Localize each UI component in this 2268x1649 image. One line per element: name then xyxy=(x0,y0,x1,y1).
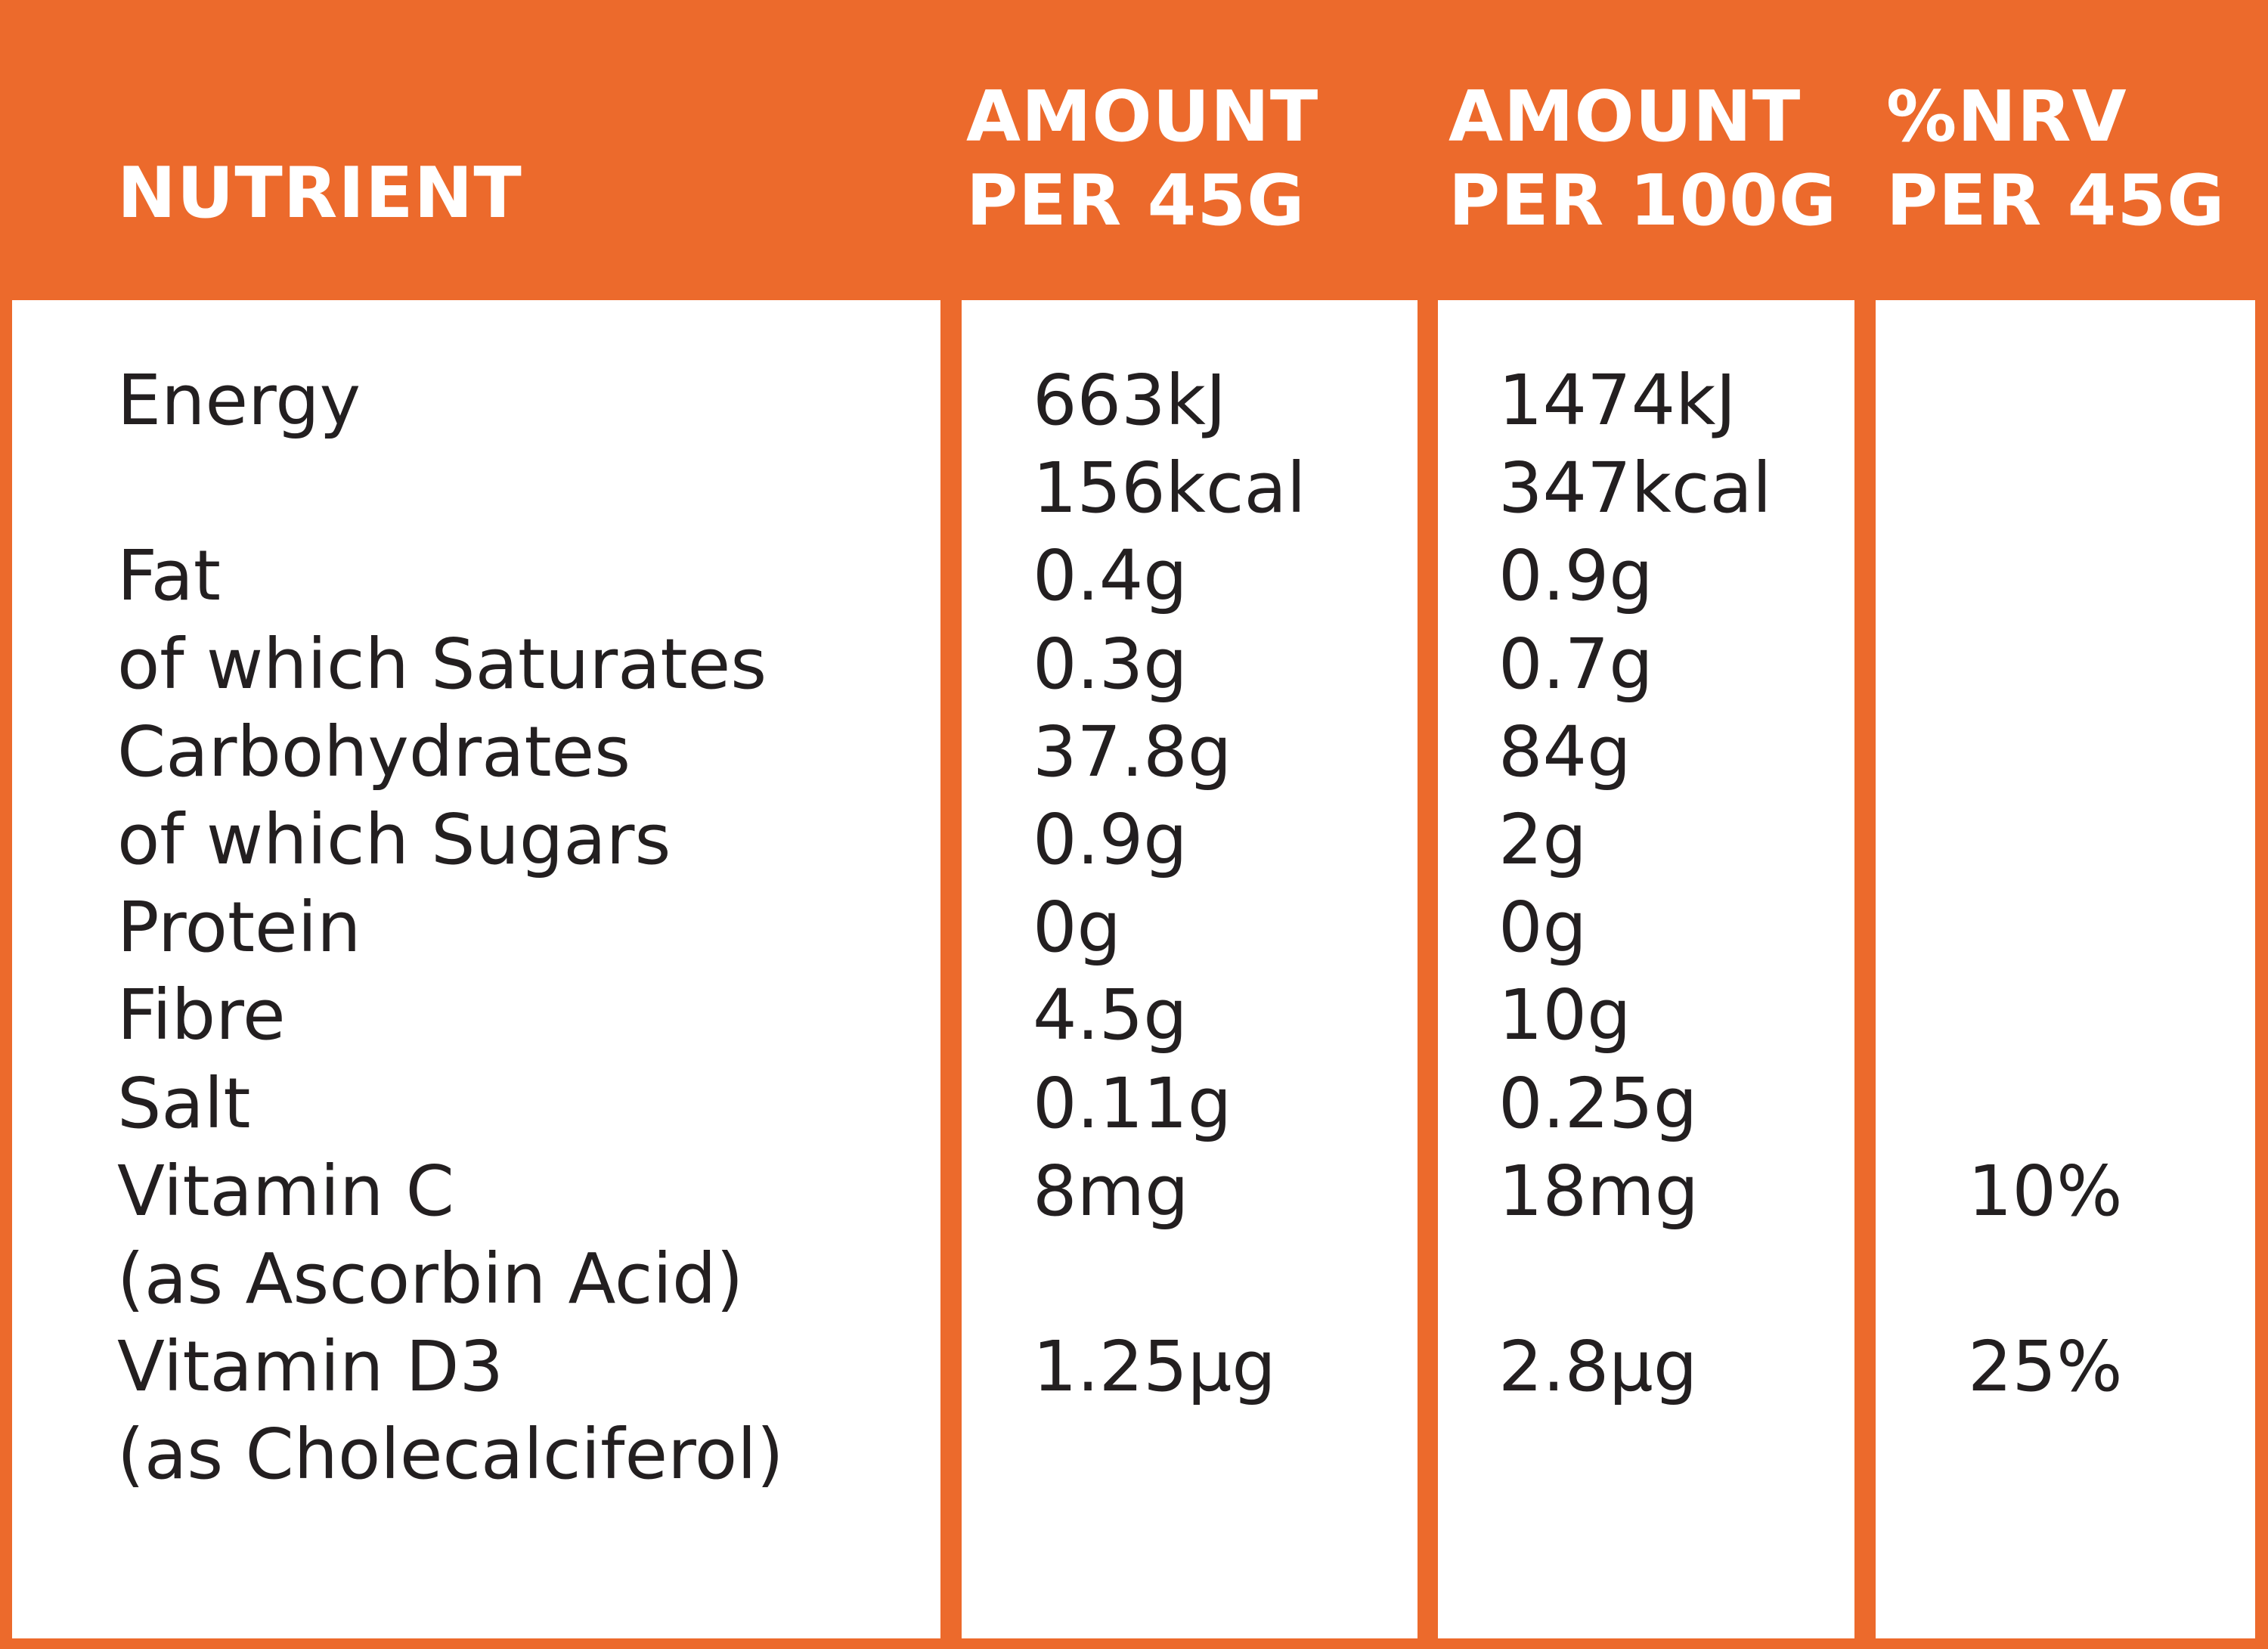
nutrient-cell: of which Saturates xyxy=(117,623,767,705)
header-nutrient-label: NUTRIENT xyxy=(117,152,522,234)
amount-per-100g-cell: 347kcal xyxy=(1498,448,1772,529)
amount-per-45g-cell: 8mg xyxy=(1033,1150,1189,1232)
amount-per-100g-cell: 2g xyxy=(1498,799,1587,880)
nutrient-cell: Fibre xyxy=(117,975,286,1056)
header-nrv-per-45g-line2: PER 45G xyxy=(1886,160,2226,241)
amount-per-45g-cell: 4.5g xyxy=(1033,975,1188,1056)
amount-per-100g-cell: 18mg xyxy=(1498,1150,1699,1232)
amount-per-100g-cell: 0.9g xyxy=(1498,535,1653,617)
amount-per-100g-cell: 84g xyxy=(1498,711,1631,792)
nutrient-cell: Fat xyxy=(117,535,221,617)
amount-per-45g-cell: 37.8g xyxy=(1033,711,1232,792)
amount-per-100g-cell: 2.8µg xyxy=(1498,1326,1698,1408)
nutrient-cell: Vitamin D3 xyxy=(117,1326,504,1408)
header-nrv-per-45g-line1: %NRV xyxy=(1886,76,2127,157)
amount-per-100g-cell: 0.25g xyxy=(1498,1062,1698,1144)
amount-per-45g-cell: 1.25µg xyxy=(1033,1326,1276,1408)
header-amount-per-45g-line2: PER 45G xyxy=(966,160,1306,241)
column-amount-per-45g xyxy=(962,300,1418,1638)
column-nrv-per-45g xyxy=(1876,300,2255,1638)
nutrient-cell: Vitamin C xyxy=(117,1150,454,1232)
nutrient-cell: Carbohydrates xyxy=(117,711,631,792)
amount-per-45g-cell: 0.4g xyxy=(1033,535,1188,617)
amount-per-100g-cell: 10g xyxy=(1498,975,1631,1056)
amount-per-100g-cell: 0g xyxy=(1498,887,1587,969)
amount-per-45g-cell: 663kJ xyxy=(1033,360,1227,441)
nrv-per-45g-cell: 10% xyxy=(1968,1150,2123,1232)
column-amount-per-100g xyxy=(1438,300,1854,1638)
header-amount-per-100g-line1: AMOUNT xyxy=(1448,76,1802,157)
column-nutrient xyxy=(12,300,940,1638)
amount-per-45g-cell: 0.9g xyxy=(1033,799,1188,880)
nutrient-cell: of which Sugars xyxy=(117,799,671,880)
amount-per-45g-cell: 0.3g xyxy=(1033,623,1188,705)
header-nrv-per-45g: %NRV PER 45G xyxy=(1886,75,2225,243)
nutrient-cell: Salt xyxy=(117,1062,251,1144)
table-header: NUTRIENT AMOUNT PER 45G AMOUNT PER 100G … xyxy=(0,0,2268,299)
amount-per-100g-cell: 1474kJ xyxy=(1498,360,1737,441)
nutrient-cell: Energy xyxy=(117,360,361,441)
nutrient-cell: (as Cholecalciferol) xyxy=(117,1414,784,1496)
amount-per-100g-cell: 0.7g xyxy=(1498,623,1653,705)
header-nutrient: NUTRIENT xyxy=(117,151,522,235)
nutrient-cell: Protein xyxy=(117,887,361,969)
amount-per-45g-cell: 156kcal xyxy=(1033,448,1306,529)
amount-per-45g-cell: 0g xyxy=(1033,887,1121,969)
nrv-per-45g-cell: 25% xyxy=(1968,1326,2123,1408)
header-amount-per-45g: AMOUNT PER 45G xyxy=(966,75,1318,243)
header-amount-per-45g-line1: AMOUNT xyxy=(966,76,1319,157)
nutrient-cell: (as Ascorbin Acid) xyxy=(117,1238,744,1319)
header-amount-per-100g: AMOUNT PER 100G xyxy=(1448,75,1837,243)
amount-per-45g-cell: 0.11g xyxy=(1033,1062,1232,1144)
header-amount-per-100g-line2: PER 100G xyxy=(1448,160,1838,241)
